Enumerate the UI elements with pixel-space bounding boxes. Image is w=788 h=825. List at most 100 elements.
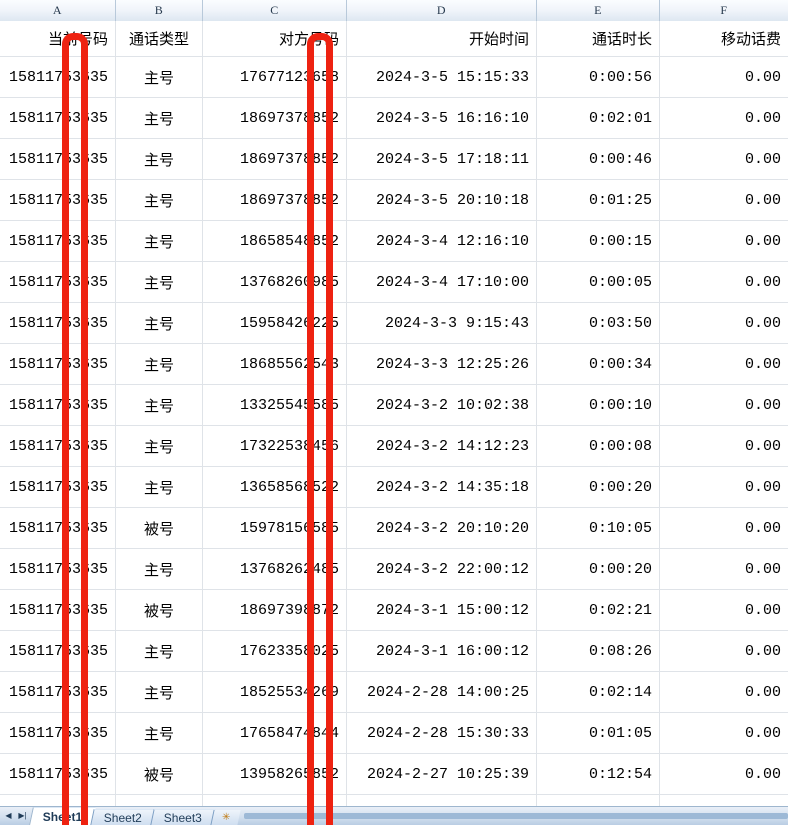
cell-A18[interactable]: 15811753635 (0, 713, 116, 753)
cell-F9[interactable]: 0.00 (744, 355, 781, 373)
cell-B10[interactable]: 主号 (116, 385, 203, 425)
add-sheet-button[interactable]: ✳ (210, 810, 242, 825)
header-cell-charge[interactable]: 移动话费 (720, 31, 781, 48)
header-cell-call-type[interactable]: 通话类型 (116, 21, 203, 56)
cell-B17[interactable]: 主号 (116, 672, 203, 712)
cell-B16[interactable]: 主号 (116, 631, 203, 671)
cell-C6[interactable]: 18658548852 (203, 221, 347, 261)
cell-E3[interactable]: 0:02:01 (537, 98, 660, 138)
cell-E13[interactable]: 0:10:05 (537, 508, 660, 548)
cell-F18[interactable]: 0.00 (744, 724, 781, 742)
cell-B6[interactable]: 主号 (116, 221, 203, 261)
cell-B14[interactable]: 主号 (116, 549, 203, 589)
cell-F19[interactable]: 0.00 (744, 765, 781, 783)
cell-C9[interactable]: 18685562543 (203, 344, 347, 384)
cell-F4[interactable]: 0.00 (744, 150, 781, 168)
cell-C4[interactable]: 18697378852 (203, 139, 347, 179)
cell-E11[interactable]: 0:00:08 (537, 426, 660, 466)
header-cell-duration[interactable]: 通话时长 (537, 21, 660, 56)
cell-E9[interactable]: 0:00:34 (537, 344, 660, 384)
cell-D13[interactable]: 2024-3-2 20:10:20 (347, 508, 537, 548)
cell-A11[interactable]: 15811753635 (0, 426, 116, 466)
sheet-tab-sheet2[interactable]: Sheet2 (90, 809, 157, 825)
cell-E19[interactable]: 0:12:54 (537, 754, 660, 794)
cell-B13[interactable]: 被号 (116, 508, 203, 548)
cell-A7[interactable]: 15811753635 (0, 262, 116, 302)
cell-E4[interactable]: 0:00:46 (537, 139, 660, 179)
cell-F15[interactable]: 0.00 (744, 601, 781, 619)
cell-B12[interactable]: 主号 (116, 467, 203, 507)
cell-C17[interactable]: 18525534269 (203, 672, 347, 712)
cell-A9[interactable]: 15811753635 (0, 344, 116, 384)
cell-B8[interactable]: 主号 (116, 303, 203, 343)
cell-D8[interactable]: 2024-3-3 9:15:43 (347, 303, 537, 343)
horizontal-scrollbar[interactable] (243, 813, 788, 819)
cell-D5[interactable]: 2024-3-5 20:10:18 (347, 180, 537, 220)
cell-E18[interactable]: 0:01:05 (537, 713, 660, 753)
cell-B11[interactable]: 主号 (116, 426, 203, 466)
cell-F6[interactable]: 0.00 (744, 232, 781, 250)
cell-E17[interactable]: 0:02:14 (537, 672, 660, 712)
cell-B4[interactable]: 主号 (116, 139, 203, 179)
cell-C13[interactable]: 15978156585 (203, 508, 347, 548)
cell-D17[interactable]: 2024-2-28 14:00:25 (347, 672, 537, 712)
cell-C5[interactable]: 18697378852 (203, 180, 347, 220)
cell-A13[interactable]: 15811753635 (0, 508, 116, 548)
cell-B9[interactable]: 主号 (116, 344, 203, 384)
sheet-tab-sheet3[interactable]: Sheet3 (150, 809, 217, 825)
cell-A14[interactable]: 15811753635 (0, 549, 116, 589)
cell-C18[interactable]: 17658474844 (203, 713, 347, 753)
cell-B7[interactable]: 主号 (116, 262, 203, 302)
cell-B3[interactable]: 主号 (116, 98, 203, 138)
cell-D4[interactable]: 2024-3-5 17:18:11 (347, 139, 537, 179)
cell-C10[interactable]: 13325545585 (203, 385, 347, 425)
cell-A17[interactable]: 15811753635 (0, 672, 116, 712)
cell-D3[interactable]: 2024-3-5 16:16:10 (347, 98, 537, 138)
nav-last-sheet-icon[interactable]: ▶| (18, 811, 27, 820)
cell-D16[interactable]: 2024-3-1 16:00:12 (347, 631, 537, 671)
nav-first-sheet-icon[interactable]: ◀ (5, 811, 12, 820)
cell-F16[interactable]: 0.00 (744, 642, 781, 660)
cell-F2[interactable]: 0.00 (744, 68, 781, 86)
cell-C14[interactable]: 13768262485 (203, 549, 347, 589)
cell-C16[interactable]: 17623358025 (203, 631, 347, 671)
cell-E10[interactable]: 0:00:10 (537, 385, 660, 425)
cell-B5[interactable]: 主号 (116, 180, 203, 220)
cell-F7[interactable]: 0.00 (744, 273, 781, 291)
cell-F17[interactable]: 0.00 (744, 683, 781, 701)
cell-E14[interactable]: 0:00:20 (537, 549, 660, 589)
cell-D14[interactable]: 2024-3-2 22:00:12 (347, 549, 537, 589)
cell-D10[interactable]: 2024-3-2 10:02:38 (347, 385, 537, 425)
cell-A8[interactable]: 15811753635 (0, 303, 116, 343)
cell-C8[interactable]: 15958426225 (203, 303, 347, 343)
cell-A19[interactable]: 15811753635 (0, 754, 116, 794)
cell-F8[interactable]: 0.00 (744, 314, 781, 332)
sheet-nav-buttons[interactable]: ◀ ▶| (0, 807, 31, 825)
cell-A16[interactable]: 15811753635 (0, 631, 116, 671)
column-header-b[interactable]: B (116, 0, 203, 21)
cell-D18[interactable]: 2024-2-28 15:30:33 (347, 713, 537, 753)
cell-F3[interactable]: 0.00 (744, 109, 781, 127)
cell-E15[interactable]: 0:02:21 (537, 590, 660, 630)
cell-E2[interactable]: 0:00:56 (537, 57, 660, 97)
cell-F12[interactable]: 0.00 (744, 478, 781, 496)
cell-D6[interactable]: 2024-3-4 12:16:10 (347, 221, 537, 261)
cell-A2[interactable]: 15811753635 (0, 57, 116, 97)
cell-F5[interactable]: 0.00 (744, 191, 781, 209)
cell-A12[interactable]: 15811753635 (0, 467, 116, 507)
cell-C11[interactable]: 17322538456 (203, 426, 347, 466)
cell-F11[interactable]: 0.00 (744, 437, 781, 455)
column-header-d[interactable]: D (347, 0, 537, 21)
cell-C12[interactable]: 13658568522 (203, 467, 347, 507)
cell-E8[interactable]: 0:03:50 (537, 303, 660, 343)
cell-B2[interactable]: 主号 (116, 57, 203, 97)
cell-F10[interactable]: 0.00 (744, 396, 781, 414)
cell-C2[interactable]: 17677123658 (203, 57, 347, 97)
cell-A6[interactable]: 15811753635 (0, 221, 116, 261)
cell-F13[interactable]: 0.00 (744, 519, 781, 537)
column-header-e[interactable]: E (537, 0, 660, 21)
header-cell-start-time[interactable]: 开始时间 (347, 21, 537, 56)
cell-F14[interactable]: 0.00 (744, 560, 781, 578)
sheet-tab-sheet1[interactable]: Sheet1 (29, 807, 97, 825)
cell-E6[interactable]: 0:00:15 (537, 221, 660, 261)
